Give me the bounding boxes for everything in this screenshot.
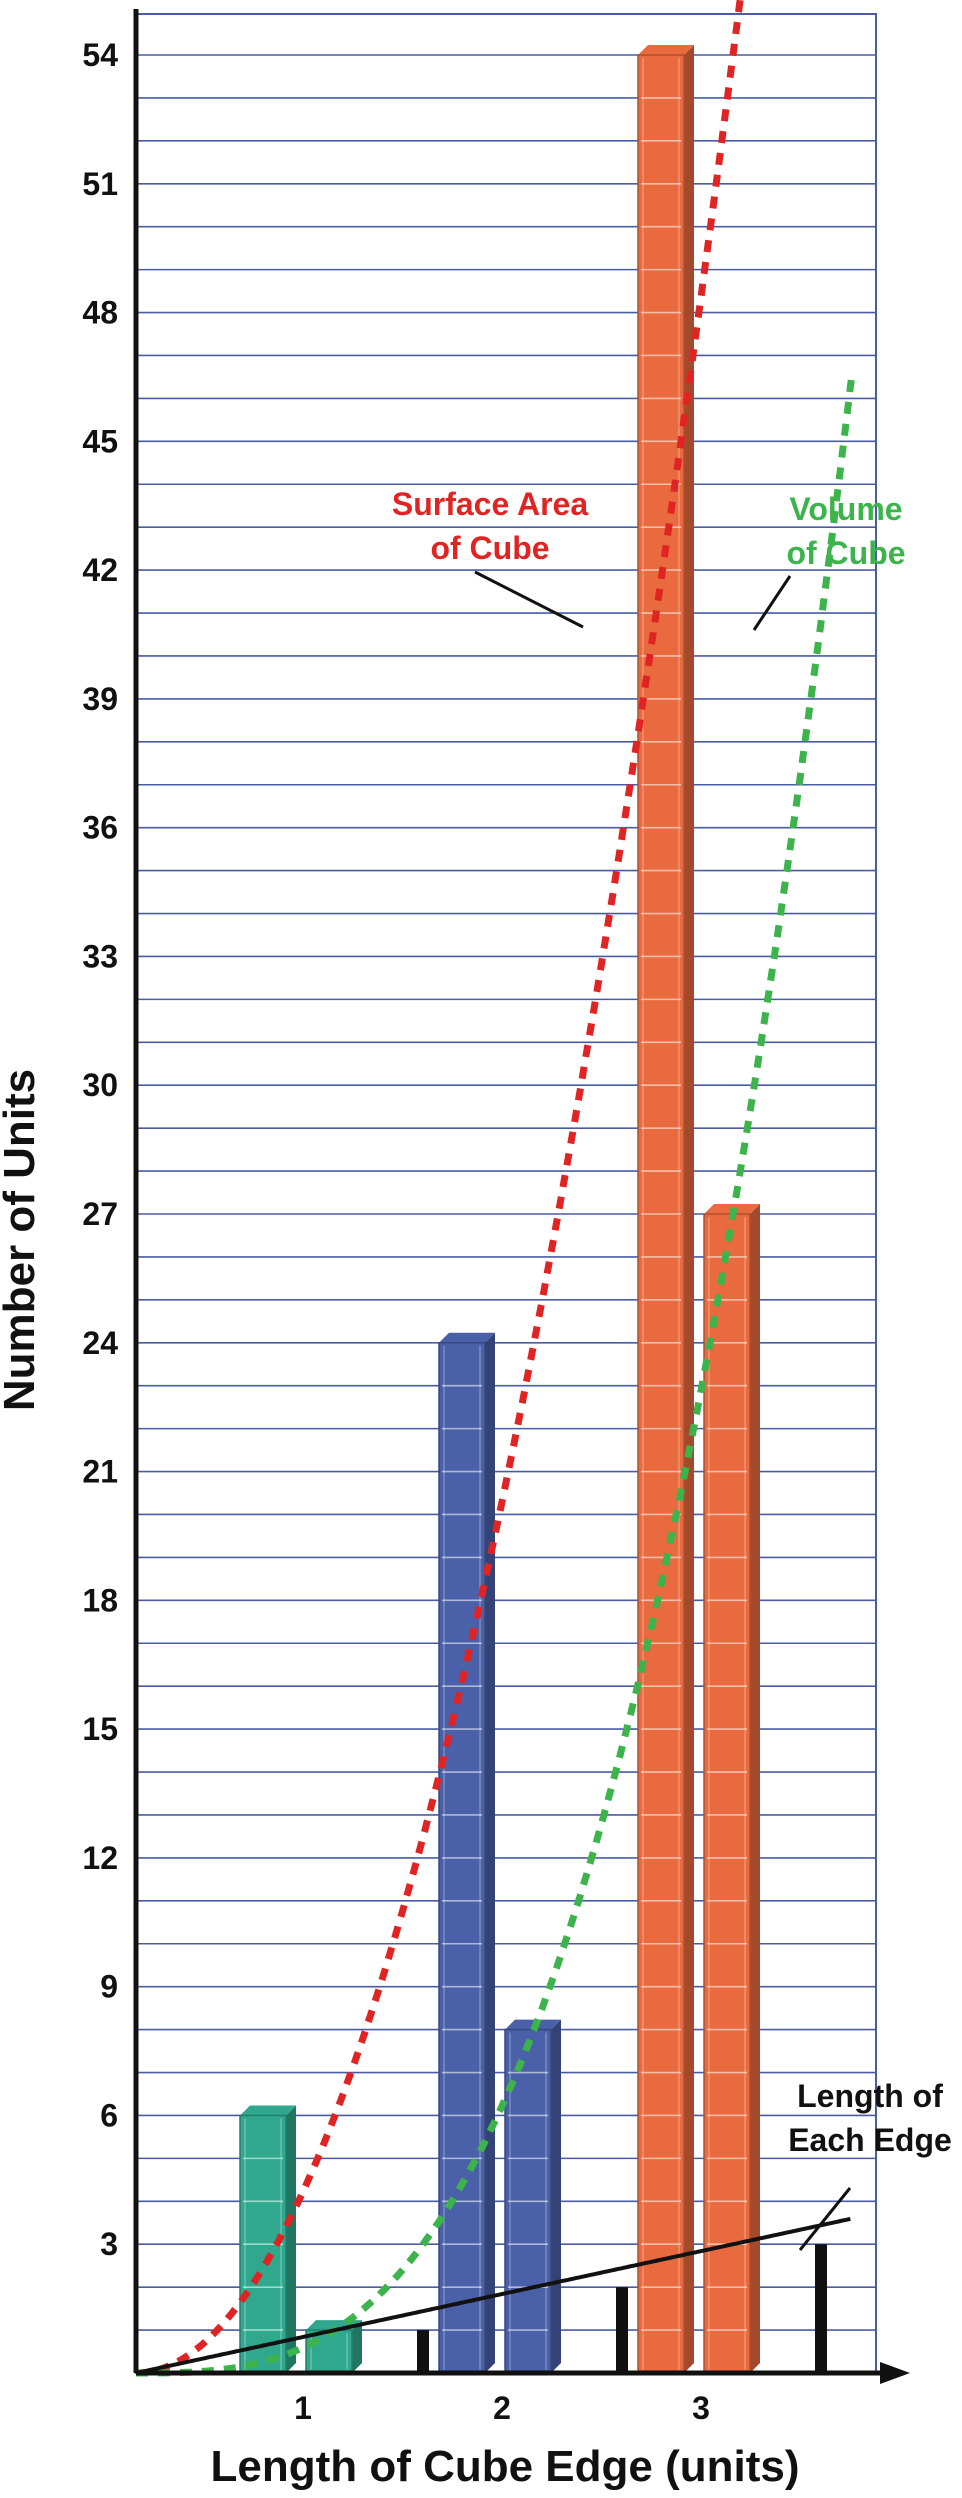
y-tick-label: 33	[82, 938, 118, 974]
y-tick-label: 36	[82, 810, 118, 846]
curve-0	[136, 0, 744, 2377]
y-axis-title: Number of Units	[0, 1069, 44, 1411]
bar-surface-area-2	[438, 1332, 495, 2374]
axes	[133, 9, 910, 2384]
y-tick-label: 12	[82, 1840, 118, 1876]
grid	[135, 13, 877, 2374]
bar-surface-area-3	[637, 45, 694, 2374]
x-tick-label: 2	[493, 2390, 511, 2426]
y-tick-label: 30	[82, 1067, 118, 1103]
y-tick-label: 9	[100, 1969, 118, 2005]
x-axis-title: Length of Cube Edge (units)	[210, 2442, 799, 2491]
curve-label-1: Volume	[789, 491, 902, 527]
y-tick-label: 24	[82, 1325, 118, 1361]
y-tick-label: 42	[82, 552, 118, 588]
y-tick-label: 39	[82, 681, 118, 717]
curve-label-0: Surface Area	[392, 486, 588, 522]
bar-volume-3	[703, 1204, 760, 2374]
curves	[135, 0, 856, 2377]
x-tick-label: 3	[692, 2390, 710, 2426]
y-tick-label: 18	[82, 1582, 118, 1618]
edge-mark-3	[815, 2244, 827, 2373]
y-tick-label: 3	[100, 2226, 118, 2262]
leader-line	[752, 575, 792, 631]
y-tick-label: 48	[82, 295, 118, 331]
edge-mark-1	[417, 2330, 429, 2373]
curve-1	[136, 369, 856, 2377]
x-axis-arrow	[880, 2362, 910, 2384]
bar-volume-2	[504, 2019, 561, 2374]
edge-mark-2	[616, 2287, 628, 2373]
y-tick-label: 54	[82, 37, 118, 73]
curve-label-0: of Cube	[430, 530, 549, 566]
bars	[239, 45, 760, 2374]
curve-label-1: of Cube	[786, 535, 905, 571]
bar-surface-area-1	[239, 2105, 296, 2374]
y-tick-label: 6	[100, 2097, 118, 2133]
y-tick-label: 27	[82, 1196, 118, 1232]
leader-line	[798, 2187, 852, 2251]
x-tick-label: 1	[294, 2390, 312, 2426]
y-tick-label: 15	[82, 1711, 118, 1747]
edge-length-marks	[417, 2244, 827, 2373]
y-tick-label: 21	[82, 1454, 118, 1490]
y-tick-label: 45	[82, 423, 118, 459]
plot-border	[135, 13, 877, 2374]
curve-2	[135, 2216, 851, 2375]
leader-line	[474, 570, 584, 629]
curve-label-2: Length of	[797, 2078, 943, 2114]
curve-label-2: Each Edge	[788, 2122, 952, 2158]
y-tick-label: 51	[82, 166, 118, 202]
